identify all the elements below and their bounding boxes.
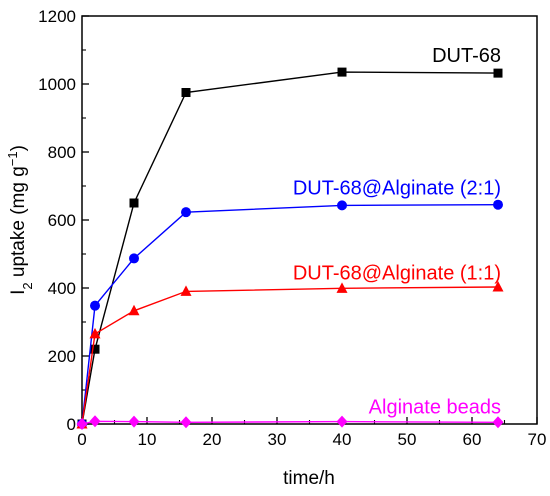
data-point-triangle	[89, 327, 101, 339]
series-line	[81, 286, 499, 425]
series-label: DUT-68@Alginate (2:1)	[293, 178, 501, 200]
plot-frame	[81, 15, 538, 425]
y-axis-title-sub: 2	[20, 282, 35, 289]
y-tick-label: 1200	[38, 7, 76, 26]
series-label: Alginate beads	[369, 396, 501, 418]
series-line	[81, 71, 499, 425]
y-tick-label: 400	[48, 279, 76, 298]
series-label: DUT-68@Alginate (1:1)	[293, 263, 501, 285]
y-tick-label: 1000	[38, 75, 76, 94]
data-point-triangle	[128, 304, 140, 316]
series-line	[81, 204, 499, 425]
data-point-diamond	[336, 415, 348, 428]
data-point-diamond	[89, 415, 101, 428]
data-point-circle	[181, 207, 191, 218]
data-point-square	[337, 67, 347, 77]
data-point-circle	[129, 253, 139, 264]
y-axis-title-sup: −1	[5, 151, 20, 166]
data-point-square	[90, 344, 100, 354]
y-axis-title-rest: uptake (mg g	[8, 166, 29, 282]
data-point-circle	[493, 199, 503, 210]
y-tick-label: 0	[67, 415, 76, 434]
x-tick-label: 30	[268, 430, 287, 449]
data-point-diamond	[492, 416, 504, 429]
y-tick-label: 200	[48, 347, 76, 366]
y-axis-title-close: )	[8, 145, 29, 151]
y-tick-label: 600	[48, 211, 76, 230]
data-point-square	[129, 198, 139, 208]
data-point-diamond	[180, 416, 192, 429]
data-point-circle	[337, 200, 347, 211]
series-labels: DUT-68 DUT-68@Alginate (2:1) DUT-68@Algina…	[293, 45, 501, 418]
data-point-triangle	[492, 280, 504, 292]
data-point-triangle	[180, 285, 192, 296]
x-tick-label: 70	[528, 430, 547, 449]
series-label: DUT-68	[432, 45, 501, 67]
data-point-square	[493, 68, 503, 78]
x-tick-label: 20	[203, 430, 222, 449]
data-point-diamond	[128, 415, 140, 428]
x-tick-label: 0	[77, 430, 86, 449]
data-point-diamond	[76, 418, 88, 430]
y-axis-title-main: I	[8, 290, 29, 295]
y-tick-label: 800	[48, 143, 76, 162]
x-tick-label: 10	[138, 430, 157, 449]
axis-ticks: 0 10 20 30 40 50 60 70 0 200 400 600 800 1000 1200	[38, 7, 546, 449]
x-axis-title: time/h	[283, 468, 335, 489]
data-point-square	[181, 88, 191, 97]
x-tick-label: 60	[463, 430, 482, 449]
data-point-triangle	[336, 282, 348, 293]
series-layer	[76, 67, 504, 430]
y-axis-title: I2 uptake (mg g−1)	[5, 145, 35, 295]
data-point-circle	[90, 300, 100, 311]
x-tick-label: 50	[398, 430, 417, 449]
x-tick-label: 40	[333, 430, 352, 449]
